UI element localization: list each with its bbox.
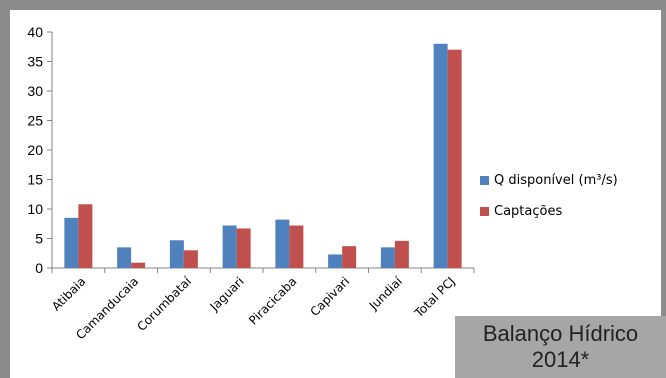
legend-item-captacoes: Captações — [480, 201, 618, 221]
bar-captacoes — [236, 228, 251, 268]
bar-captacoes — [183, 250, 198, 268]
y-tick-label: 25 — [27, 113, 43, 129]
y-tick-label: 30 — [27, 83, 43, 99]
bar-q-disponivel — [117, 247, 132, 268]
chart-title-line2: 2014* — [531, 347, 590, 372]
chart-title-line1: Balanço Hídrico — [482, 321, 639, 346]
bar-q-disponivel — [433, 43, 448, 268]
y-tick-label: 20 — [27, 142, 43, 158]
y-tick-label: 0 — [35, 260, 43, 276]
chart-bars — [64, 43, 462, 269]
x-tick-label: Total PCJ — [411, 274, 458, 321]
y-tick-label: 40 — [27, 24, 43, 40]
x-tick-label: Piracicaba — [246, 274, 299, 327]
x-tick-label: Jundiaí — [366, 274, 406, 314]
y-tick-label: 5 — [35, 231, 43, 247]
x-tick-label: Capivari — [307, 274, 352, 319]
x-tick-label: Atibaia — [49, 274, 88, 313]
bar-captacoes — [342, 246, 357, 268]
bar-captacoes — [131, 262, 146, 268]
chart-labels: 0510152025303540AtibaiaCamanducaiaCorumb… — [27, 24, 457, 342]
y-tick-label: 15 — [27, 172, 43, 188]
legend-label-q-disponivel: Q disponível (m³/s) — [494, 172, 618, 188]
chart-axes — [47, 31, 475, 273]
bar-q-disponivel — [275, 219, 290, 268]
x-tick-label: Jaguari — [207, 274, 247, 314]
legend-item-q-disponivel: Q disponível (m³/s) — [480, 170, 618, 190]
legend-swatch-captacoes — [480, 206, 489, 216]
bar-captacoes — [394, 240, 409, 268]
legend-label-captacoes: Captações — [494, 203, 563, 219]
bar-captacoes — [78, 204, 93, 268]
bar-q-disponivel — [328, 254, 343, 268]
bar-captacoes — [447, 49, 462, 269]
bar-q-disponivel — [222, 225, 237, 268]
x-tick-label: Corumbataí — [134, 274, 194, 334]
bar-q-disponivel — [169, 240, 184, 268]
bar-q-disponivel — [64, 217, 79, 268]
bar-q-disponivel — [380, 247, 395, 268]
bar-captacoes — [289, 225, 304, 268]
y-tick-label: 10 — [27, 201, 43, 217]
legend-swatch-q-disponivel — [480, 175, 489, 185]
chart-legend: Q disponível (m³/s) Captações — [480, 170, 618, 232]
chart-title-box: Balanço Hídrico 2014* — [455, 316, 666, 378]
y-tick-label: 35 — [27, 54, 43, 70]
